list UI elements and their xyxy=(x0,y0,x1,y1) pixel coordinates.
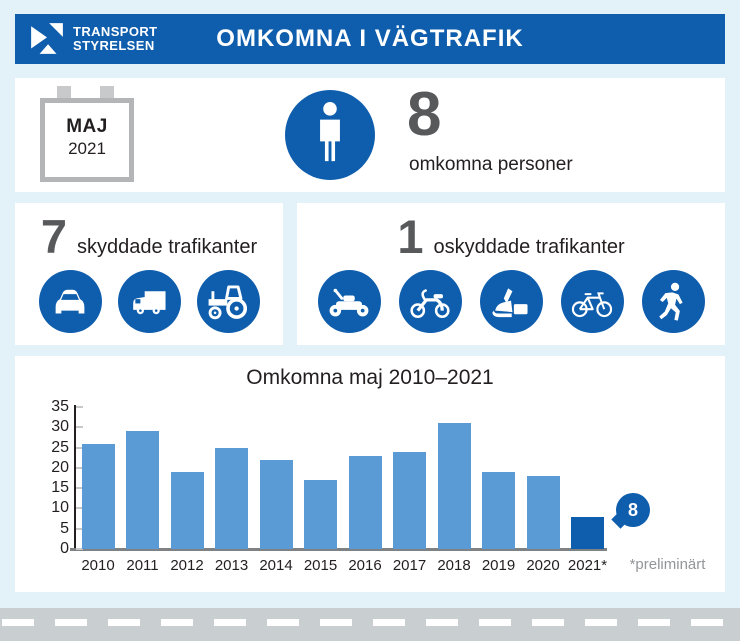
transportstyrelsen-logo: TRANSPORT STYRELSEN xyxy=(29,21,158,57)
x-axis-line xyxy=(70,548,607,551)
y-tick-label-5: 5 xyxy=(60,519,69,537)
y-tick-mark-0 xyxy=(76,548,83,550)
bar-2016 xyxy=(348,455,382,549)
truck-icon xyxy=(117,270,181,333)
y-tick-mark-25 xyxy=(76,446,83,449)
bar-2011 xyxy=(126,431,159,549)
fatalities-label: omkomna personer xyxy=(409,154,573,175)
x-tick-label-2011: 2011 xyxy=(126,557,159,574)
protected-count: 7 xyxy=(40,210,68,263)
y-tick-label-25: 25 xyxy=(51,438,69,456)
header-bar: TRANSPORT STYRELSEN OMKOMNA I VÄGTRAFIK xyxy=(15,14,725,64)
chart-footnote: *preliminärt xyxy=(629,556,706,573)
unprotected-label: oskyddade trafikanter xyxy=(433,236,625,258)
person-icon xyxy=(285,90,375,180)
y-tick-mark-5 xyxy=(76,527,83,530)
y-tick-mark-30 xyxy=(76,426,83,429)
x-tick-label-2020: 2020 xyxy=(526,557,560,574)
x-tick-label-2018: 2018 xyxy=(437,557,471,574)
calendar-icon: MAJ 2021 xyxy=(40,86,134,182)
y-tick-label-30: 30 xyxy=(51,418,69,436)
protected-label: skyddade trafikanter xyxy=(77,236,258,258)
unprotected-icons xyxy=(297,270,725,333)
y-tick-label-0: 0 xyxy=(60,540,69,557)
x-tick-label-2019: 2019 xyxy=(481,557,516,574)
callout-bubble: 8 xyxy=(611,493,650,529)
tractor-icon xyxy=(196,270,260,333)
x-tick-label-2012: 2012 xyxy=(170,557,204,574)
callout-value: 8 xyxy=(616,493,650,527)
bar-2020 xyxy=(526,475,560,549)
unprotected-card: 1 oskyddade trafikanter xyxy=(297,203,725,345)
y-tick-label-15: 15 xyxy=(51,479,69,497)
car-icon xyxy=(38,270,102,333)
moped-icon xyxy=(398,270,462,333)
y-tick-label-20: 20 xyxy=(51,458,69,476)
pedestrian-icon xyxy=(641,270,705,333)
calendar-body: MAJ 2021 xyxy=(40,98,134,182)
calendar-year: 2021 xyxy=(68,139,106,158)
x-tick-label-2013: 2013 xyxy=(214,557,249,574)
chart-title: Omkomna maj 2010–2021 xyxy=(246,366,494,389)
y-tick-mark-20 xyxy=(76,466,83,469)
x-tick-label-2021*: 2021* xyxy=(567,557,608,574)
summary-card: MAJ 2021 8 omkomna personer xyxy=(15,78,725,192)
calendar-month: MAJ xyxy=(66,116,108,137)
fatalities-count: 8 xyxy=(407,80,442,149)
y-tick-mark-15 xyxy=(76,487,83,490)
protected-card: 7 skyddade trafikanter xyxy=(15,203,283,345)
y-tick-label-10: 10 xyxy=(51,499,69,517)
logo-line1: TRANSPORT xyxy=(73,23,158,39)
bar-2018 xyxy=(437,423,471,549)
bicycle-icon xyxy=(560,270,624,333)
bar-2014 xyxy=(259,459,293,549)
unprotected-heading: 1 oskyddade trafikanter xyxy=(297,213,725,260)
x-tick-label-2014: 2014 xyxy=(259,557,293,574)
bar-2017 xyxy=(393,451,426,549)
x-tick-label-2010: 2010 xyxy=(81,557,115,574)
x-tick-label-2016: 2016 xyxy=(348,557,382,574)
road-dashes-icon xyxy=(2,619,738,626)
x-tick-label-2015: 2015 xyxy=(303,557,338,574)
x-tick-label-2017: 2017 xyxy=(392,557,427,574)
motorcycle-icon xyxy=(317,270,381,333)
bar-2013 xyxy=(215,447,248,549)
road-graphic xyxy=(0,608,740,641)
bar-2015 xyxy=(304,480,337,549)
logo-arrow-icon xyxy=(31,23,63,54)
snowmobile-icon xyxy=(479,270,543,333)
logo-text: TRANSPORT STYRELSEN xyxy=(73,23,158,53)
y-tick-label-35: 35 xyxy=(51,398,69,415)
chart-card: Omkomna maj 2010–2021 0 5 10 15 20 25 30 35 2010… xyxy=(15,356,725,592)
y-tick-mark-10 xyxy=(76,507,83,510)
bar-2012 xyxy=(170,471,204,549)
y-axis-line xyxy=(74,405,76,551)
bar-2010 xyxy=(81,443,115,549)
logo-line2: STYRELSEN xyxy=(73,38,155,53)
page-title: OMKOMNA I VÄGTRAFIK xyxy=(216,25,524,52)
y-tick-mark-35 xyxy=(76,406,83,408)
protected-icons xyxy=(15,270,283,333)
bar-2021* xyxy=(571,516,604,549)
unprotected-count: 1 xyxy=(397,210,424,263)
protected-heading: 7 skyddade trafikanter xyxy=(15,213,283,260)
bar-2019 xyxy=(482,471,515,549)
